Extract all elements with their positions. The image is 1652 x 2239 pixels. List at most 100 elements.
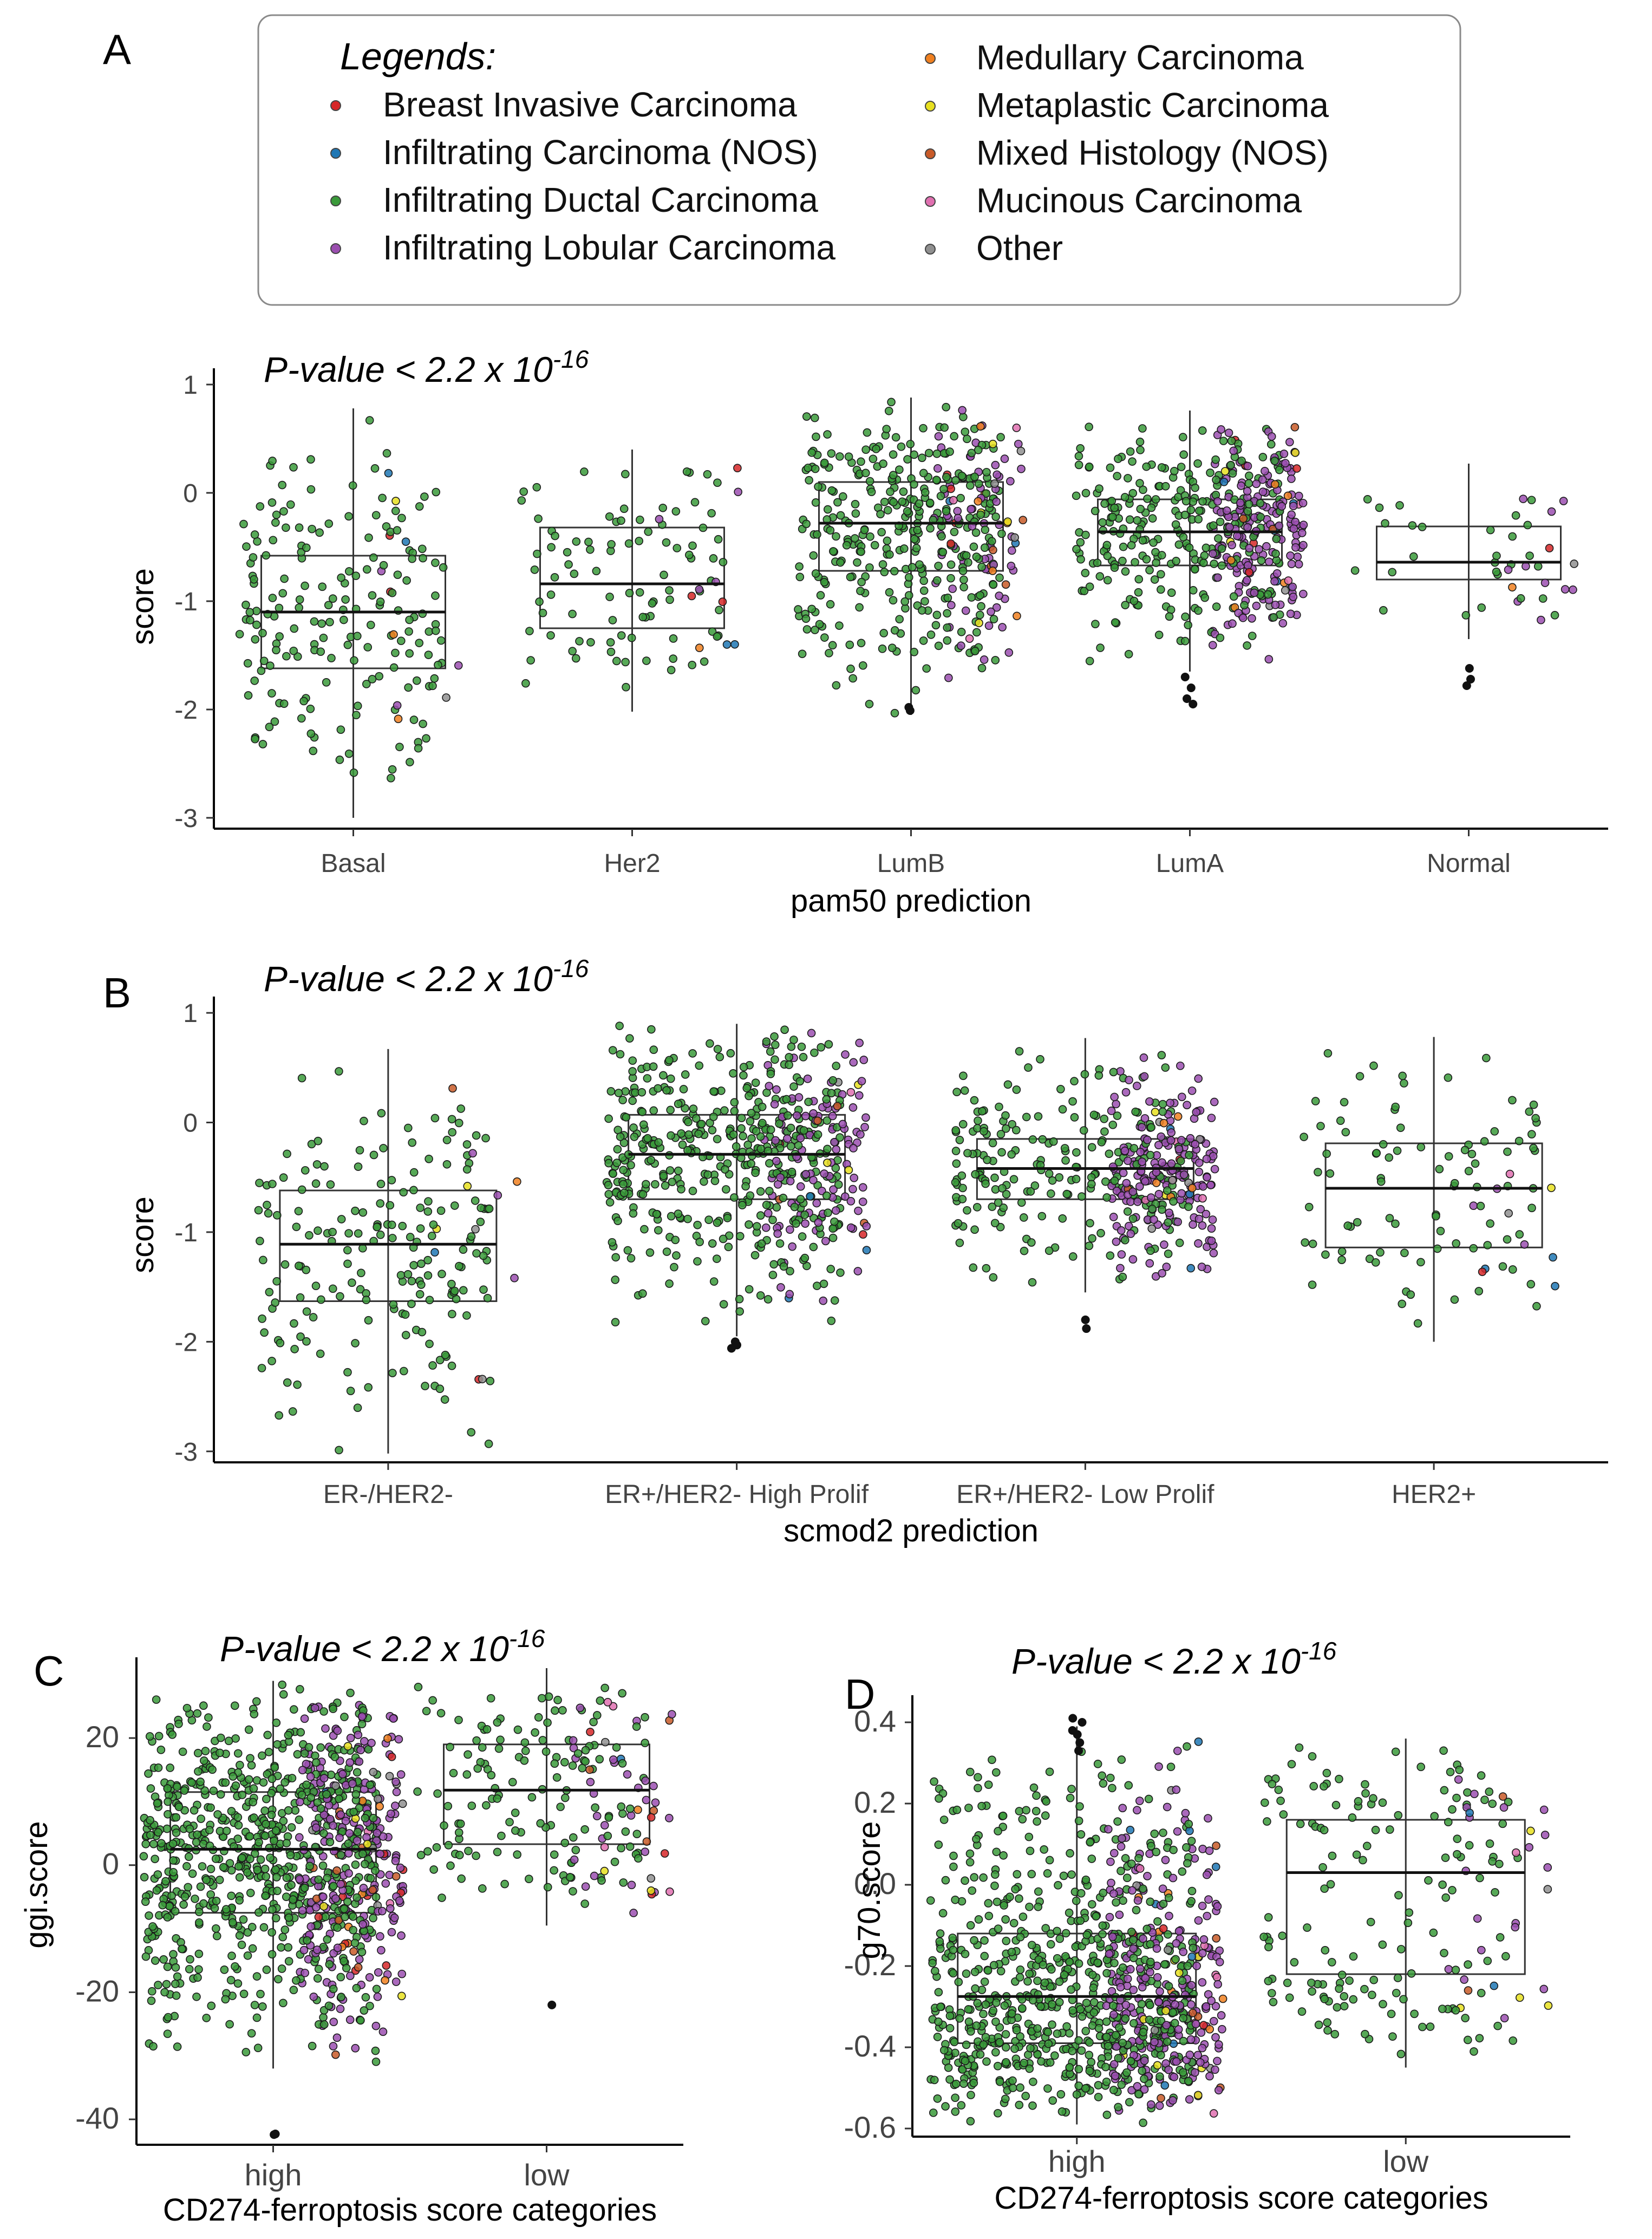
data-point xyxy=(1379,2000,1387,2009)
data-point xyxy=(230,1701,239,1710)
data-point xyxy=(351,1876,360,1885)
data-point xyxy=(1088,1900,1096,1909)
data-point xyxy=(951,1895,959,1904)
data-point xyxy=(1200,551,1209,560)
data-point xyxy=(338,1769,347,1779)
data-point xyxy=(935,1937,944,1946)
data-point xyxy=(1089,2008,1099,2017)
data-point xyxy=(409,715,419,724)
data-point xyxy=(1174,1968,1184,1977)
data-point xyxy=(272,1719,281,1727)
data-point xyxy=(626,1254,636,1262)
data-point xyxy=(1061,1952,1070,1961)
data-point xyxy=(1094,2093,1103,2101)
data-point xyxy=(344,1229,353,1238)
data-point xyxy=(801,614,811,623)
data-point xyxy=(953,506,962,516)
data-point xyxy=(1011,1125,1021,1135)
data-point xyxy=(1078,2012,1087,2021)
data-point xyxy=(1112,1237,1121,1246)
data-point xyxy=(237,1941,246,1949)
data-point xyxy=(1092,1912,1100,1921)
data-point xyxy=(922,664,931,673)
data-point xyxy=(1138,1157,1146,1166)
data-point xyxy=(1108,1932,1117,1941)
data-point xyxy=(419,719,427,728)
data-point xyxy=(1477,603,1486,612)
data-point xyxy=(200,1756,208,1765)
data-point xyxy=(355,1757,364,1766)
data-point xyxy=(360,1116,368,1125)
data-point xyxy=(763,1209,773,1218)
data-point xyxy=(346,1734,355,1742)
data-point xyxy=(378,1906,387,1916)
data-point xyxy=(284,1806,293,1815)
data-point xyxy=(450,1201,459,1210)
data-point xyxy=(339,1904,349,1913)
data-point xyxy=(708,1125,717,1135)
data-point xyxy=(990,1882,999,1890)
data-point xyxy=(1209,521,1218,530)
data-point xyxy=(389,1300,398,1309)
data-point xyxy=(318,1861,328,1870)
data-point xyxy=(1048,1176,1057,1185)
data-point xyxy=(1199,2021,1208,2030)
data-point xyxy=(1186,1264,1196,1273)
data-point xyxy=(1158,1158,1166,1167)
data-point xyxy=(1227,437,1236,445)
data-point xyxy=(1220,467,1230,476)
data-point xyxy=(1155,2101,1164,2110)
data-point xyxy=(1270,577,1279,586)
data-point xyxy=(1376,1177,1386,1186)
data-point xyxy=(655,515,664,524)
data-point xyxy=(497,1831,506,1840)
data-point xyxy=(1120,493,1129,502)
data-point xyxy=(1385,1153,1394,1162)
data-point xyxy=(1164,1893,1173,1902)
data-point xyxy=(1519,494,1527,503)
data-point xyxy=(1469,1201,1478,1210)
data-point xyxy=(1450,1295,1459,1304)
data-point xyxy=(1146,1897,1155,1906)
data-point xyxy=(959,2079,968,2088)
data-point xyxy=(586,1778,595,1787)
data-point xyxy=(300,1714,309,1723)
data-point xyxy=(604,1114,613,1123)
data-point xyxy=(387,1928,396,1937)
data-point xyxy=(662,538,671,547)
data-point xyxy=(619,1180,628,1189)
data-point xyxy=(1164,2065,1173,2074)
data-point xyxy=(955,2014,964,2023)
pvalue-annotation-d: P-value < 2.2 x 10-16 xyxy=(1011,1637,1337,1681)
data-point xyxy=(1174,540,1184,549)
data-point xyxy=(1138,1123,1146,1132)
data-point xyxy=(1204,1895,1213,1904)
data-point xyxy=(964,1804,973,1812)
data-point xyxy=(1212,602,1221,611)
data-point xyxy=(1228,619,1237,628)
legend-swatch-0 xyxy=(330,100,341,111)
data-point xyxy=(438,1270,446,1279)
data-point xyxy=(564,560,573,569)
data-point xyxy=(225,2020,234,2029)
data-point xyxy=(1218,1994,1227,2003)
data-point xyxy=(1164,1982,1173,1990)
data-point xyxy=(1100,1127,1109,1136)
data-point xyxy=(591,1803,599,1812)
data-point xyxy=(828,1076,838,1085)
data-point xyxy=(884,406,893,415)
data-point xyxy=(152,1886,161,1895)
data-point xyxy=(1085,2066,1094,2075)
data-point xyxy=(378,2027,388,2036)
data-point xyxy=(297,714,306,723)
data-point xyxy=(945,2075,954,2084)
data-point xyxy=(1570,559,1578,568)
data-point xyxy=(397,513,406,523)
data-point xyxy=(1081,530,1090,539)
data-point xyxy=(481,1134,490,1143)
data-point xyxy=(762,1037,771,1046)
data-point xyxy=(1160,1960,1169,1969)
data-point xyxy=(1265,557,1274,567)
data-point xyxy=(861,468,870,478)
data-point xyxy=(745,1285,754,1294)
